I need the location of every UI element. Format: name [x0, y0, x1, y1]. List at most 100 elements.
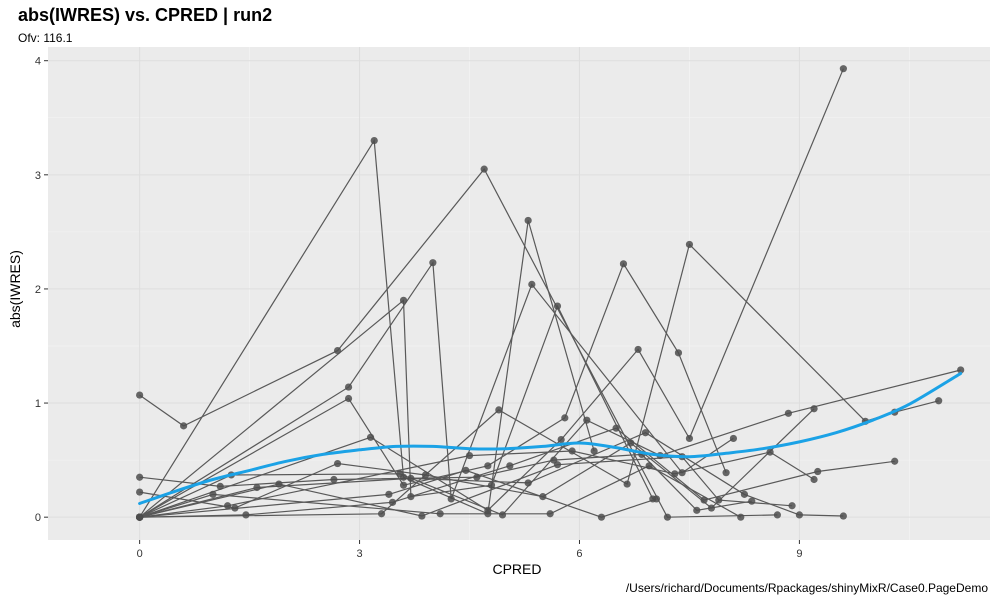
data-point — [627, 439, 635, 447]
data-point — [436, 510, 444, 518]
data-point — [623, 480, 631, 488]
data-point — [366, 433, 375, 441]
data-point — [333, 459, 342, 468]
data-point — [275, 480, 283, 488]
y-tick-label: 3 — [35, 170, 41, 182]
data-point — [814, 467, 822, 476]
data-point — [810, 475, 818, 484]
data-point — [784, 409, 793, 417]
x-axis-title: CPRED — [492, 561, 541, 577]
data-point — [891, 457, 899, 465]
x-tick-label: 6 — [576, 548, 582, 560]
data-point — [619, 260, 628, 268]
data-point — [590, 447, 598, 455]
data-point — [180, 422, 188, 430]
data-point — [788, 502, 796, 510]
data-point — [707, 504, 716, 512]
y-tick-label: 4 — [35, 56, 41, 68]
data-point — [399, 481, 408, 489]
data-point — [484, 462, 492, 470]
data-point — [462, 466, 470, 474]
data-point — [253, 483, 261, 492]
data-point — [330, 475, 338, 484]
x-tick-label: 0 — [137, 548, 143, 560]
data-point — [484, 506, 492, 514]
data-point — [634, 345, 642, 354]
data-point — [652, 495, 661, 503]
data-point — [766, 448, 774, 456]
data-point — [421, 471, 430, 479]
data-point — [418, 512, 426, 520]
data-point — [473, 473, 481, 481]
data-point — [839, 65, 847, 73]
data-point — [674, 349, 683, 357]
data-point — [612, 424, 620, 432]
series-line-2 — [139, 138, 595, 518]
data-point — [539, 493, 547, 501]
data-point — [396, 470, 404, 478]
data-point — [935, 397, 943, 405]
data-point — [136, 488, 144, 496]
data-point — [344, 383, 353, 391]
data-point — [407, 493, 415, 501]
data-point — [377, 510, 386, 518]
data-point — [597, 513, 606, 521]
chart-subtitle: Ofv: 116.1 — [18, 31, 73, 45]
data-point — [663, 513, 672, 521]
data-point — [498, 511, 507, 519]
data-point — [773, 511, 782, 519]
data-point — [524, 216, 532, 225]
series-line-12 — [139, 432, 844, 518]
series-line-3 — [139, 299, 654, 518]
data-point — [429, 259, 437, 267]
y-tick-label: 0 — [35, 512, 41, 524]
data-point — [546, 510, 554, 518]
series-line-15 — [139, 465, 742, 518]
y-axis-title: abs(IWRES) — [7, 250, 23, 328]
data-point — [388, 498, 397, 506]
series-line-5 — [139, 262, 727, 518]
data-point — [506, 462, 514, 470]
data-point — [700, 496, 708, 504]
chart-title: abs(IWRES) vs. CPRED | run2 — [18, 5, 272, 25]
series-line-1 — [139, 168, 778, 518]
data-point — [224, 502, 232, 510]
data-point — [495, 406, 503, 414]
series-line-9 — [139, 453, 752, 511]
data-point — [729, 434, 738, 443]
data-point — [557, 435, 565, 444]
data-point — [480, 165, 488, 173]
data-point — [553, 461, 562, 469]
data-point — [748, 497, 756, 505]
data-point — [722, 469, 730, 477]
data-point — [399, 296, 408, 304]
data-point — [231, 504, 239, 512]
data-point — [524, 479, 532, 487]
data-point — [136, 391, 144, 399]
data-point — [447, 495, 455, 503]
data-point — [737, 513, 745, 521]
data-point — [685, 240, 694, 249]
data-point — [693, 506, 701, 514]
data-points — [136, 65, 965, 521]
data-point — [487, 481, 496, 489]
data-point — [528, 280, 536, 288]
data-point — [839, 512, 847, 520]
data-point — [957, 366, 965, 374]
smooth-curve-group — [138, 371, 963, 505]
x-tick-label: 3 — [356, 548, 362, 560]
data-point — [553, 302, 562, 310]
data-point — [715, 496, 723, 504]
data-point — [216, 482, 224, 490]
series-line-8 — [139, 369, 961, 518]
data-point — [344, 394, 353, 403]
data-point — [678, 469, 686, 477]
axes: 0 3 6 9 0 1 2 3 4 — [35, 56, 803, 560]
data-point — [810, 405, 818, 413]
data-point — [645, 462, 653, 470]
data-point — [641, 429, 650, 437]
data-point — [333, 346, 342, 355]
smooth-curve — [138, 371, 963, 505]
data-point — [242, 511, 250, 519]
